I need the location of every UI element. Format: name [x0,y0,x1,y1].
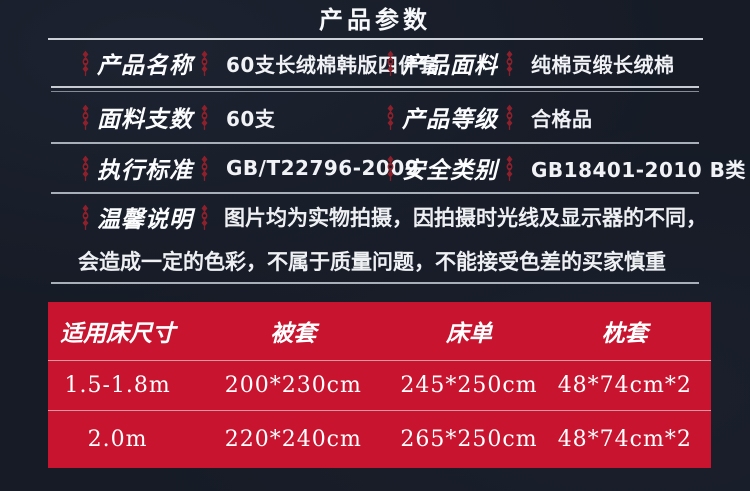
param-label: 执行标准 [97,157,193,184]
note-line-1: 温馨说明 图片均为实物拍摄，因拍摄时光线及显示器的不同， [50,194,707,240]
size-table: 适用床尺寸 被套 床单 枕套 1.5-1.8m 200*230cm 245*25… [48,302,711,468]
param-cell-thread-count: 面料支数 60支 [50,100,385,134]
note-text: 图片均为实物拍摄，因拍摄时光线及显示器的不同， [224,206,707,230]
knot-ornament-icon [506,50,513,76]
knot-ornament-icon [82,204,89,230]
param-row-3: 执行标准 GB/T22796-2009 安全类别 GB18401-2010 B类 [50,144,745,192]
knot-ornament-icon [82,155,89,181]
param-cell-product-grade: 产品等级 合格品 [385,100,700,134]
knot-ornament-icon [506,104,513,130]
size-table-row: 2.0m 220*240cm 265*250cm 48*74cm*2 [48,410,711,468]
param-value: 60支 [226,106,276,131]
param-value: GB18401-2010 B类 [531,157,746,182]
size-table-header: 适用床尺寸 被套 床单 枕套 [48,302,711,360]
separator [51,86,699,92]
page-title: 产品参数 [319,6,431,34]
separator [51,192,699,194]
knot-ornament-icon [201,204,208,230]
size-cell: 245*250cm [400,373,538,398]
param-value: 合格品 [531,106,593,131]
size-cell: 1.5-1.8m [64,373,171,398]
size-cell: 48*74cm*2 [557,373,692,398]
parameters-section: 产品名称 60支长绒棉韩版四件套 产品面料 纯棉贡缎长绒棉 面料支数 60支 [0,40,750,284]
size-cell: 265*250cm [400,427,538,452]
knot-ornament-icon [201,104,208,130]
param-label: 产品面料 [402,52,498,79]
note-line-2: 会造成一定的色彩，不属于质量问题，不能接受色差的买家慎重 [50,240,700,282]
param-cell-safety-category: 安全类别 GB18401-2010 B类 [385,151,746,185]
column-header: 床单 [445,320,492,347]
param-cell-standard: 执行标准 GB/T22796-2009 [50,151,419,185]
separator [51,142,699,144]
note-block: 温馨说明 图片均为实物拍摄，因拍摄时光线及显示器的不同， 会造成一定的色彩，不属… [50,194,707,282]
size-cell: 200*230cm [224,373,362,398]
note-text: 会造成一定的色彩，不属于质量问题，不能接受色差的买家慎重 [78,250,666,274]
knot-ornament-icon [201,50,208,76]
param-value: GB/T22796-2009 [226,156,420,180]
size-cell: 2.0m [87,427,148,452]
param-row-1: 产品名称 60支长绒棉韩版四件套 产品面料 纯棉贡缎长绒棉 [50,40,700,86]
knot-ornament-icon [387,155,394,181]
knot-ornament-icon [201,155,208,181]
param-label: 安全类别 [402,157,498,184]
param-cell-product-name: 产品名称 60支长绒棉韩版四件套 [50,46,439,80]
param-row-2: 面料支数 60支 产品等级 合格品 [50,92,700,142]
separator [51,282,699,284]
knot-ornament-icon [387,50,394,76]
size-cell: 220*240cm [224,427,362,452]
column-header: 枕套 [601,320,648,347]
knot-ornament-icon [82,50,89,76]
note-label: 温馨说明 [97,206,193,233]
column-header: 适用床尺寸 [60,320,176,347]
param-label: 产品名称 [97,52,193,79]
param-value: 60支长绒棉韩版四件套 [226,52,440,77]
knot-ornament-icon [506,155,513,181]
knot-ornament-icon [82,104,89,130]
size-table-row: 1.5-1.8m 200*230cm 245*250cm 48*74cm*2 [48,360,711,410]
title-underline [47,38,703,40]
column-header: 被套 [270,320,317,347]
param-cell-product-fabric: 产品面料 纯棉贡缎长绒棉 [385,46,700,80]
size-cell: 48*74cm*2 [557,427,692,452]
param-label: 产品等级 [402,106,498,133]
param-label: 面料支数 [97,106,193,133]
knot-ornament-icon [387,104,394,130]
param-value: 纯棉贡缎长绒棉 [531,52,675,77]
